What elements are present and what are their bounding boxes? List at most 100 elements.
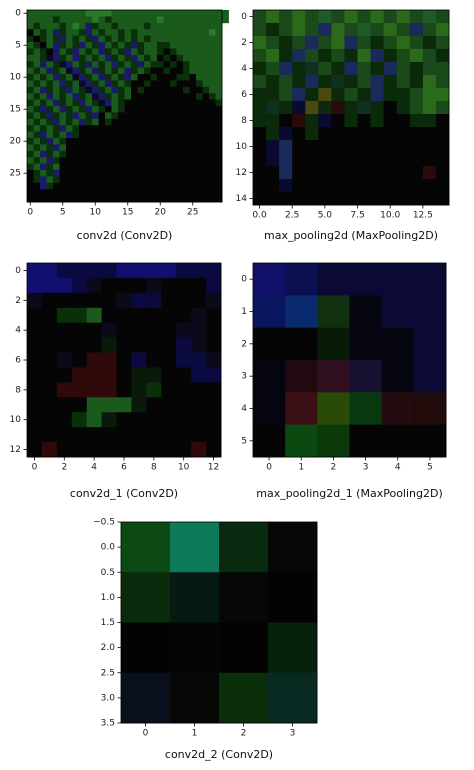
pixel <box>157 106 164 113</box>
pixel <box>41 337 58 353</box>
pixel <box>79 22 86 30</box>
pixel <box>170 138 177 145</box>
pixel <box>85 170 93 177</box>
pixel <box>59 67 67 75</box>
pixel <box>170 131 177 139</box>
pixel <box>53 22 60 30</box>
pixel <box>176 277 192 294</box>
pixel <box>202 22 210 30</box>
pixel <box>150 10 158 17</box>
pixel <box>422 127 437 141</box>
pixel <box>144 61 151 68</box>
pixel <box>253 192 267 206</box>
pixel <box>131 195 138 203</box>
pixel <box>292 166 306 180</box>
pixel <box>161 397 177 413</box>
pixel <box>124 99 132 107</box>
pixel <box>176 157 184 164</box>
pixel <box>206 307 222 324</box>
pixel <box>131 74 138 81</box>
pixel <box>285 295 318 329</box>
pixel <box>72 182 80 190</box>
pixel <box>206 263 222 279</box>
pixel <box>98 170 106 177</box>
pixel <box>98 182 106 190</box>
pixel <box>170 80 177 88</box>
pixel <box>206 337 222 353</box>
pixel <box>163 29 171 36</box>
pixel <box>79 138 86 145</box>
pixel <box>59 80 67 88</box>
pixel <box>72 86 80 94</box>
pixel <box>209 61 216 68</box>
pixel <box>150 22 158 30</box>
pixel <box>163 163 171 171</box>
pixel <box>137 16 145 24</box>
pixel <box>116 307 132 324</box>
pixel <box>72 118 80 126</box>
pixel <box>209 35 216 43</box>
pixel <box>191 352 207 368</box>
pixel <box>144 176 151 184</box>
pixel <box>144 170 151 177</box>
pixel <box>98 144 106 152</box>
pixel <box>124 189 132 196</box>
pixel <box>422 62 437 76</box>
pixel <box>71 367 88 383</box>
pixel <box>279 88 293 102</box>
pixel <box>79 144 86 152</box>
pixel <box>370 62 385 76</box>
pixel <box>318 62 332 76</box>
pixel <box>46 125 54 132</box>
pixel <box>131 138 138 145</box>
pixel <box>318 75 332 89</box>
pixel <box>409 23 424 37</box>
pixel <box>46 195 54 203</box>
pixel <box>150 118 158 126</box>
pixel <box>56 397 73 413</box>
pixel <box>215 35 223 43</box>
pixel <box>253 88 267 102</box>
pixel <box>215 163 223 171</box>
pixel <box>196 118 203 126</box>
pixel <box>189 10 197 17</box>
pixel <box>383 127 398 141</box>
pixel <box>292 192 306 206</box>
pixel <box>344 88 358 102</box>
pixel <box>41 412 58 428</box>
pixel <box>215 48 223 56</box>
pixel <box>202 67 210 75</box>
pixel <box>111 144 119 152</box>
y-tick-label: 6 <box>241 90 247 100</box>
pixel <box>72 163 80 171</box>
panel-title: max_pooling2d_1 (MaxPooling2D) <box>256 487 443 500</box>
pixel <box>144 67 151 75</box>
pixel <box>357 88 371 102</box>
pixel <box>409 36 424 50</box>
pixel <box>209 112 216 120</box>
pixel <box>279 166 293 180</box>
pixel <box>27 150 34 158</box>
pixel <box>144 29 151 36</box>
pixel <box>33 182 41 190</box>
pixel <box>183 67 190 75</box>
pixel <box>71 277 88 294</box>
y-tick-label: 2.5 <box>101 668 115 678</box>
pixel <box>183 99 190 107</box>
pixel <box>285 424 318 458</box>
pixel <box>144 189 151 196</box>
pixel <box>131 322 147 339</box>
pixel <box>183 22 190 30</box>
pixel <box>59 42 67 49</box>
pixel <box>170 176 177 184</box>
pixel <box>305 49 319 63</box>
pixel <box>59 195 67 203</box>
pixel <box>131 352 147 368</box>
pixel <box>161 427 177 443</box>
pixel <box>357 75 371 89</box>
y-tick-label: 12 <box>10 445 21 455</box>
pixel <box>146 382 162 398</box>
x-tick-label: 0 <box>32 463 38 473</box>
pixel <box>318 153 332 167</box>
